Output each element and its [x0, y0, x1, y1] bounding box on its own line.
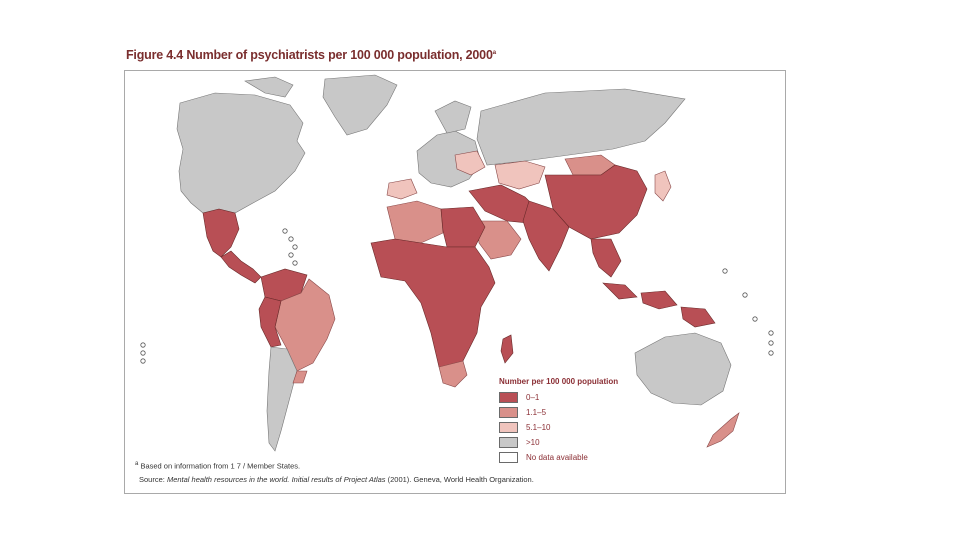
figure-title: Figure 4.4 Number of psychiatrists per 1…	[126, 48, 496, 62]
region-central-america	[220, 250, 262, 284]
footnote: a Based on information from 1 7 / Member…	[135, 461, 300, 471]
figure-title-text: Figure 4.4 Number of psychiatrists per 1…	[126, 48, 493, 62]
legend-swatch	[499, 407, 518, 418]
region-russia	[476, 88, 686, 166]
source-prefix: Source:	[139, 475, 165, 484]
legend-item-0-1: 0–1	[499, 390, 629, 405]
island-marker	[288, 252, 294, 258]
island-marker	[292, 260, 298, 266]
map-frame: Number per 100 000 population 0–1 1.1–5 …	[124, 70, 786, 494]
region-mexico	[202, 208, 240, 258]
island-marker	[768, 330, 774, 336]
source-suffix: (2001). Geneva, World Health Organizatio…	[387, 475, 534, 484]
island-marker	[282, 228, 288, 234]
island-marker	[140, 342, 146, 348]
island-markers	[140, 228, 774, 364]
region-australia	[634, 332, 732, 406]
region-new-zealand	[706, 412, 740, 448]
region-sub-saharan-africa	[370, 238, 496, 376]
region-eastern-europe	[454, 150, 486, 176]
region-scandinavia	[434, 100, 472, 134]
island-marker	[768, 350, 774, 356]
island-marker	[742, 292, 748, 298]
region-west-south-america	[258, 296, 282, 348]
figure-title-superscript: a	[492, 49, 496, 56]
region-madagascar	[500, 334, 514, 364]
island-marker	[752, 316, 758, 322]
footnote-text: Based on information from 1 7 / Member S…	[140, 461, 301, 471]
legend-swatch	[499, 452, 518, 463]
region-iberia	[386, 178, 418, 200]
region-north-america	[176, 92, 306, 214]
region-southeast-asia	[590, 238, 622, 278]
map-legend: Number per 100 000 population 0–1 1.1–5 …	[499, 377, 629, 465]
legend-swatch	[499, 422, 518, 433]
region-arabia	[476, 220, 522, 260]
island-marker	[288, 236, 294, 242]
legend-label: No data available	[526, 453, 588, 462]
region-south-africa	[438, 360, 468, 388]
island-marker	[140, 358, 146, 364]
island-marker	[140, 350, 146, 356]
legend-title: Number per 100 000 population	[499, 377, 619, 386]
region-uruguay	[292, 370, 308, 384]
region-indonesia	[602, 282, 716, 328]
region-brazil	[274, 278, 336, 372]
legend-item-1-5: 1.1–5	[499, 405, 629, 420]
island-marker	[768, 340, 774, 346]
legend-item-over-10: >10	[499, 435, 629, 450]
legend-label: 1.1–5	[526, 408, 547, 417]
world-map	[140, 74, 774, 452]
region-southern-cone	[266, 346, 298, 452]
legend-label: >10	[526, 438, 540, 447]
region-central-asia	[494, 160, 546, 190]
region-greenland	[322, 74, 398, 136]
legend-label: 0–1	[526, 393, 540, 402]
legend-swatch	[499, 392, 518, 403]
region-south-asia	[522, 200, 570, 272]
island-marker	[722, 268, 728, 274]
region-north-africa-east	[440, 206, 486, 248]
island-marker	[292, 244, 298, 250]
source-citation: Source: Mental health resources in the w…	[139, 475, 534, 484]
legend-swatch	[499, 437, 518, 448]
legend-label: 5.1–10	[526, 423, 551, 432]
region-arctic-islands	[244, 76, 294, 98]
legend-item-no-data: No data available	[499, 450, 629, 465]
region-north-africa-west	[386, 200, 444, 244]
footnote-marker: a	[135, 461, 139, 467]
legend-item-5-10: 5.1–10	[499, 420, 629, 435]
source-title: Mental health resources in the world. In…	[166, 475, 386, 484]
region-japan	[654, 170, 672, 202]
